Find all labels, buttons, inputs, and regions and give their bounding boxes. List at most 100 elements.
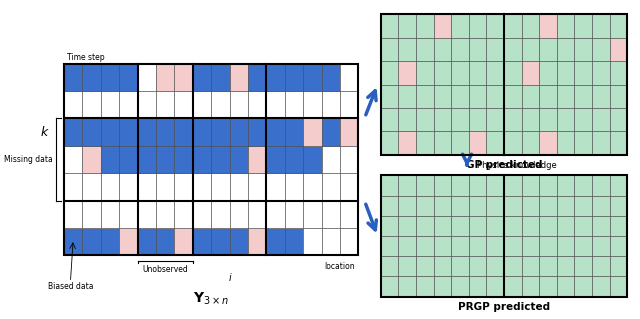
Bar xyxy=(557,14,575,38)
Bar xyxy=(64,201,83,228)
Bar xyxy=(468,108,486,131)
Bar xyxy=(557,277,575,297)
Bar xyxy=(398,175,416,196)
Bar xyxy=(609,14,627,38)
Bar xyxy=(592,256,610,277)
Bar xyxy=(451,131,468,155)
Bar xyxy=(381,14,398,38)
Bar xyxy=(575,175,592,196)
Bar xyxy=(592,108,610,131)
Bar xyxy=(211,64,230,91)
Bar xyxy=(381,38,398,61)
Bar xyxy=(609,131,627,155)
Bar xyxy=(522,175,539,196)
Bar xyxy=(504,256,522,277)
Bar xyxy=(64,118,83,146)
Bar xyxy=(211,118,230,146)
Text: Missing data: Missing data xyxy=(4,155,53,164)
Bar xyxy=(83,118,101,146)
Bar xyxy=(174,201,193,228)
Bar xyxy=(285,201,303,228)
Bar xyxy=(416,256,434,277)
Bar xyxy=(504,14,522,38)
Bar xyxy=(609,216,627,236)
Bar xyxy=(451,175,468,196)
Bar xyxy=(451,196,468,216)
Bar xyxy=(540,236,557,256)
Bar xyxy=(398,277,416,297)
Bar xyxy=(211,91,230,118)
Bar xyxy=(138,91,156,118)
Bar xyxy=(486,236,504,256)
Bar xyxy=(248,91,266,118)
Bar xyxy=(266,228,285,255)
Bar xyxy=(486,256,504,277)
Bar xyxy=(174,173,193,201)
Bar xyxy=(468,131,486,155)
Bar xyxy=(522,216,539,236)
Bar xyxy=(486,216,504,236)
Bar xyxy=(119,118,138,146)
Bar xyxy=(451,85,468,108)
Bar xyxy=(322,201,340,228)
Bar xyxy=(138,118,156,146)
Bar xyxy=(575,277,592,297)
Bar xyxy=(575,85,592,108)
Bar xyxy=(211,173,230,201)
Bar xyxy=(174,146,193,173)
Bar xyxy=(303,118,322,146)
Bar xyxy=(434,216,451,236)
Bar xyxy=(248,173,266,201)
Bar xyxy=(156,118,174,146)
Bar xyxy=(540,196,557,216)
Bar xyxy=(451,256,468,277)
Bar xyxy=(193,201,211,228)
Bar xyxy=(592,14,610,38)
Bar xyxy=(557,216,575,236)
Bar xyxy=(266,146,285,173)
Bar xyxy=(381,256,398,277)
Bar xyxy=(156,201,174,228)
Bar xyxy=(557,108,575,131)
Bar xyxy=(381,108,398,131)
Bar xyxy=(138,173,156,201)
Bar xyxy=(416,236,434,256)
Bar xyxy=(592,38,610,61)
Bar xyxy=(416,108,434,131)
Bar xyxy=(101,201,119,228)
Bar xyxy=(303,173,322,201)
Bar xyxy=(340,146,358,173)
Bar xyxy=(451,216,468,236)
Bar xyxy=(322,173,340,201)
Bar xyxy=(398,131,416,155)
Bar xyxy=(557,38,575,61)
Bar xyxy=(381,236,398,256)
Bar xyxy=(248,201,266,228)
Bar xyxy=(340,228,358,255)
Bar xyxy=(193,91,211,118)
Text: Time step: Time step xyxy=(67,53,105,62)
Bar xyxy=(522,38,539,61)
Bar xyxy=(381,175,398,196)
Bar xyxy=(230,146,248,173)
Bar xyxy=(575,236,592,256)
Bar xyxy=(303,64,322,91)
Bar xyxy=(557,85,575,108)
Bar xyxy=(398,256,416,277)
Bar xyxy=(540,256,557,277)
Bar xyxy=(434,131,451,155)
Bar xyxy=(322,64,340,91)
Bar xyxy=(193,146,211,173)
Text: PRGP predicted: PRGP predicted xyxy=(458,302,550,312)
Bar xyxy=(303,201,322,228)
Bar xyxy=(486,61,504,85)
Bar xyxy=(83,146,101,173)
Bar xyxy=(230,91,248,118)
Bar xyxy=(416,85,434,108)
Bar xyxy=(504,108,522,131)
Bar xyxy=(416,196,434,216)
Bar xyxy=(285,64,303,91)
Bar xyxy=(434,236,451,256)
Bar xyxy=(609,38,627,61)
Text: Biased data: Biased data xyxy=(47,282,93,291)
